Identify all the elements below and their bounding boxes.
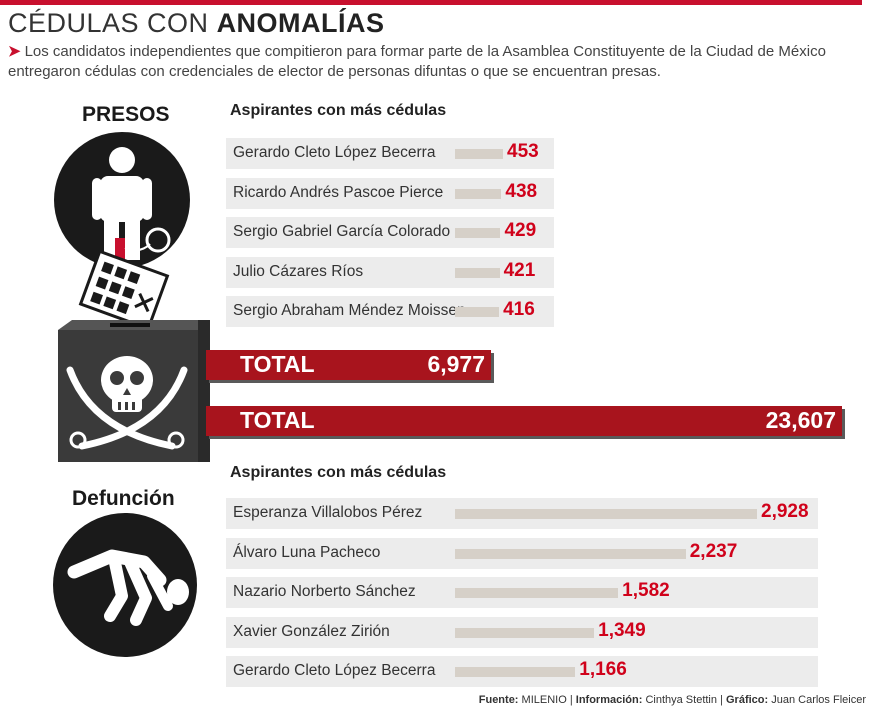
bar-value-label: 453 bbox=[507, 141, 539, 162]
bar bbox=[455, 149, 503, 159]
defuncion-label: Defunción bbox=[72, 487, 175, 510]
total-presos-value: 6,977 bbox=[427, 351, 485, 377]
bar-category-label: Álvaro Luna Pacheco bbox=[233, 543, 381, 561]
bar-value-label: 2,237 bbox=[689, 540, 738, 562]
dead-body-icon bbox=[53, 513, 197, 657]
bar-row: Esperanza Villalobos Pérez 2,928 bbox=[226, 498, 818, 529]
bar-value-label: 1,582 bbox=[622, 580, 670, 601]
page-title: CÉDULAS CON ANOMALÍAS bbox=[8, 8, 385, 39]
bar bbox=[455, 307, 500, 317]
footer-credits: Fuente: MILENIO | Información: Cinthya S… bbox=[478, 694, 866, 706]
bar bbox=[455, 548, 686, 559]
bar-value-label: 421 bbox=[503, 259, 536, 281]
top-accent-bar bbox=[0, 0, 862, 5]
footer-fuente-label: Fuente: bbox=[478, 694, 519, 706]
bar-category-label: Nazario Norberto Sánchez bbox=[233, 583, 416, 600]
ballot-icon bbox=[78, 250, 170, 330]
bar-value-label: 1,166 bbox=[579, 659, 627, 680]
bar-row: Julio Cázares Ríos 421 bbox=[226, 256, 554, 288]
title-bold: ANOMALÍAS bbox=[216, 8, 385, 38]
footer-grafico-label: Gráfico: bbox=[725, 694, 769, 706]
bar-value-label: 429 bbox=[504, 220, 537, 241]
bar-row: Ricardo Andrés Pascoe Pierce 438 bbox=[226, 177, 554, 209]
total-defuncion-value: 23,607 bbox=[765, 407, 836, 433]
footer-info-label: Información: bbox=[575, 694, 643, 706]
bar-category-label: Julio Cázares Ríos bbox=[233, 262, 364, 280]
bar-category-label: Esperanza Villalobos Pérez bbox=[233, 504, 423, 521]
total-presos-label: TOTAL bbox=[240, 351, 315, 377]
bar bbox=[455, 588, 619, 598]
bar-row: Nazario Norberto Sánchez 1,582 bbox=[226, 577, 818, 608]
bar-category-label: Gerardo Cleto López Becerra bbox=[233, 662, 436, 679]
bar-row: Sergio Gabriel García Colorado 429 bbox=[226, 217, 554, 248]
defuncion-heading: Aspirantes con más cédulas bbox=[230, 464, 447, 481]
bar bbox=[455, 509, 757, 519]
footer-fuente: MILENIO bbox=[521, 694, 567, 706]
subtitle-text: Los candidatos independientes que compit… bbox=[8, 43, 826, 80]
total-defuncion-label: TOTAL bbox=[240, 407, 315, 433]
bar bbox=[455, 267, 500, 278]
bar-category-label: Xavier González Zirión bbox=[233, 622, 390, 640]
bar-row: Sergio Abraham Méndez Moissen 416 bbox=[226, 296, 554, 327]
presos-heading: Aspirantes con más cédulas bbox=[230, 102, 447, 119]
bar-value-label: 1,349 bbox=[598, 619, 646, 641]
skull-crossbones-icon bbox=[66, 356, 188, 450]
footer-grafico: Juan Carlos Fleicer bbox=[771, 694, 866, 706]
total-defuncion-bar: TOTAL 23,607 bbox=[206, 406, 842, 436]
bar-category-label: Gerardo Cleto López Becerra bbox=[233, 144, 436, 161]
bar-row: Gerardo Cleto López Becerra 1,166 bbox=[226, 656, 818, 687]
total-presos-bar: TOTAL 6,977 bbox=[206, 350, 491, 380]
prisoner-icon bbox=[54, 132, 190, 268]
bar bbox=[455, 228, 501, 238]
bar bbox=[455, 188, 502, 199]
bar-row: Xavier González Zirión 1,349 bbox=[226, 616, 818, 648]
arrow-icon: ➤ bbox=[8, 43, 21, 60]
bar-row: Álvaro Luna Pacheco 2,237 bbox=[226, 537, 818, 569]
bar-value-label: 2,928 bbox=[761, 501, 809, 522]
bar-value-label: 438 bbox=[505, 180, 538, 202]
bar-value-label: 416 bbox=[503, 299, 535, 320]
bar bbox=[455, 627, 595, 638]
title-light: CÉDULAS CON bbox=[8, 8, 209, 38]
footer-info: Cinthya Stettin bbox=[645, 694, 717, 706]
bar-category-label: Sergio Abraham Méndez Moissen bbox=[233, 302, 466, 319]
bar bbox=[455, 667, 576, 677]
bar-category-label: Ricardo Andrés Pascoe Pierce bbox=[233, 183, 444, 201]
bar-row: Gerardo Cleto López Becerra 453 bbox=[226, 138, 554, 169]
subtitle: ➤ Los candidatos independientes que compi… bbox=[8, 42, 868, 82]
presos-label: PRESOS bbox=[82, 103, 170, 126]
bar-category-label: Sergio Gabriel García Colorado bbox=[233, 223, 451, 240]
